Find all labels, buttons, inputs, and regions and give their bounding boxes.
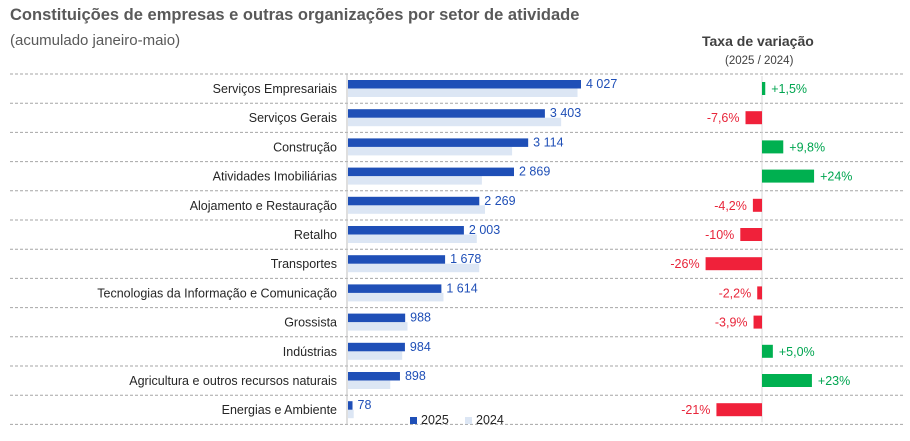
category-label: Indústrias [283, 345, 337, 359]
value-label: 1 678 [450, 252, 481, 266]
bar-2025 [348, 255, 446, 264]
variation-label: -4,2% [714, 199, 747, 213]
category-label: Atividades Imobiliárias [213, 170, 337, 184]
variation-bar-negative [752, 198, 762, 212]
variation-bar-positive [762, 344, 773, 358]
value-label: 3 114 [533, 135, 563, 149]
bar-2024 [348, 176, 482, 185]
bar-2024 [348, 409, 354, 419]
value-label: 2 269 [484, 194, 515, 208]
bar-2025 [348, 401, 353, 410]
variation-label: +5,0% [779, 345, 815, 359]
bar-2024 [348, 263, 480, 273]
bar-2025 [348, 196, 480, 206]
variation-label: -26% [670, 257, 699, 271]
bar-2024 [348, 380, 391, 389]
variation-label: +1,5% [771, 82, 807, 96]
variation-bar-negative [716, 403, 762, 417]
variation-title: Taxa de variação [702, 33, 814, 49]
variation-label: -7,6% [707, 111, 740, 125]
bar-2024 [348, 234, 477, 243]
variation-label: +9,8% [789, 140, 825, 154]
bar-2025 [348, 284, 442, 293]
category-label: Grossista [284, 316, 337, 330]
category-label: Alojamento e Restauração [190, 199, 337, 213]
variation-bar-negative [753, 315, 762, 329]
variation-bar-negative [745, 111, 762, 125]
legend-swatch-2024 [465, 417, 472, 424]
bar-2024 [348, 117, 562, 127]
bar-2024 [348, 292, 444, 302]
variation-label: -3,9% [715, 316, 748, 330]
variation-label: +24% [820, 170, 852, 184]
bar-2024 [348, 88, 578, 97]
value-label: 3 403 [550, 106, 581, 120]
bar-2025 [348, 80, 581, 89]
bar-2025 [348, 226, 464, 235]
bar-2025 [348, 138, 529, 147]
value-label: 898 [405, 369, 426, 383]
category-label: Retalho [294, 228, 337, 242]
category-label: Serviços Gerais [249, 111, 337, 125]
category-label: Agricultura e outros recursos naturais [129, 374, 337, 388]
value-label: 4 027 [586, 77, 617, 91]
value-label: 2 869 [519, 165, 550, 179]
legend-label-2025: 2025 [421, 413, 449, 427]
bar-2025 [348, 372, 400, 381]
category-label: Energias e Ambiente [222, 403, 337, 417]
value-label: 1 614 [446, 281, 477, 295]
chart-subtitle: (acumulado janeiro-maio) [10, 32, 181, 49]
bar-2024 [348, 146, 513, 156]
category-label: Tecnologias da Informação e Comunicação [97, 286, 337, 300]
variation-label: -2,2% [719, 286, 752, 300]
variation-subtitle: (2025 / 2024) [725, 55, 794, 67]
variation-bar-positive [762, 140, 784, 154]
chart-title: Constituições de empresas e outras organ… [10, 6, 580, 24]
bar-2025 [348, 167, 514, 177]
value-label: 2 003 [469, 223, 500, 237]
bar-2025 [348, 342, 405, 352]
variation-bar-positive [762, 169, 815, 183]
value-label: 984 [410, 340, 431, 354]
variation-bar-negative [757, 286, 762, 300]
category-label: Serviços Empresariais [213, 82, 337, 96]
value-label: 78 [358, 398, 372, 412]
bar-2024 [348, 205, 486, 214]
variation-bar-negative [705, 257, 762, 271]
variation-bar-positive [762, 82, 766, 95]
value-label: 988 [410, 311, 431, 325]
variation-label: -21% [681, 403, 710, 417]
variation-label: -10% [705, 228, 734, 242]
variation-bar-negative [740, 228, 762, 241]
bar-2024 [348, 351, 403, 360]
category-label: Construção [273, 140, 337, 154]
variation-bar-positive [762, 374, 812, 387]
variation-label: +23% [818, 374, 850, 388]
category-label: Transportes [271, 257, 337, 271]
bar-2025 [348, 313, 406, 323]
bar-2024 [348, 322, 408, 331]
bar-2025 [348, 109, 545, 118]
legend-label-2024: 2024 [476, 413, 504, 427]
legend-swatch-2025 [410, 417, 417, 424]
